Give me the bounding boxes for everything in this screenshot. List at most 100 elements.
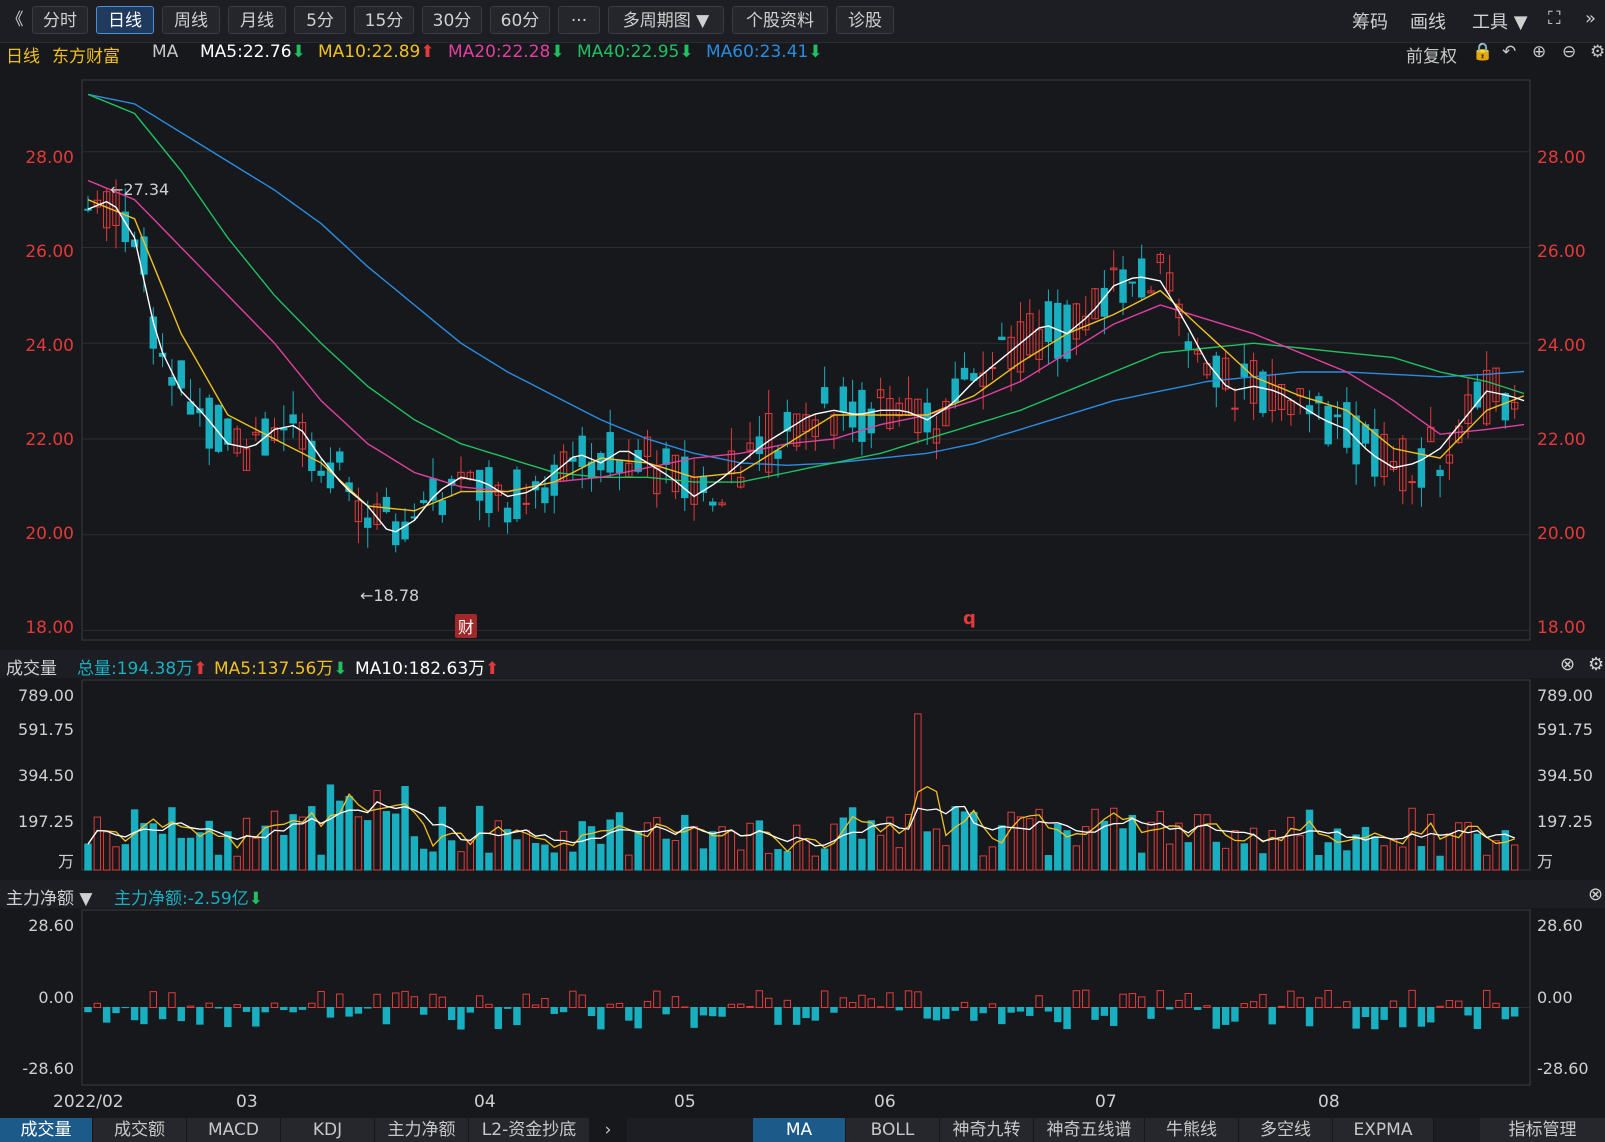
volume-bar: [811, 855, 820, 871]
tab-expma[interactable]: EXPMA: [1333, 1118, 1434, 1142]
tab-ma[interactable]: MA: [753, 1118, 846, 1142]
flow-bar: [345, 1007, 353, 1017]
candle-body: [336, 451, 344, 463]
tab-nine-turn[interactable]: 神奇九转: [940, 1118, 1034, 1142]
tab-main-flow[interactable]: 主力净额: [375, 1118, 469, 1142]
zoom-out-icon[interactable]: ⊖: [1562, 42, 1577, 62]
flow-bar: [224, 1007, 232, 1028]
settings-icon[interactable]: ⚙: [1590, 42, 1605, 62]
candle-body: [942, 400, 950, 427]
volume-bar: [681, 814, 689, 871]
tab-bull-bear[interactable]: 牛熊线: [1145, 1118, 1239, 1142]
ma-label[interactable]: MA: [152, 42, 179, 62]
undo-icon[interactable]: ↶: [1502, 42, 1517, 62]
volume-bar: [205, 820, 213, 871]
tab-five-line[interactable]: 神奇五线谱: [1034, 1118, 1145, 1142]
chevron-right-icon[interactable]: ›: [590, 1118, 627, 1142]
tab-monthly[interactable]: 月线: [228, 6, 286, 34]
volume-ma10: MA10:182.63万⬆: [355, 659, 500, 679]
flow-bar: [1016, 1007, 1025, 1012]
tab-l2-fund[interactable]: L2-资金抄底: [469, 1118, 590, 1142]
flow-bar: [1399, 1007, 1407, 1028]
volume-bar: [1044, 855, 1053, 871]
tab-kdj[interactable]: KDJ: [281, 1118, 375, 1142]
flow-bar: [1296, 997, 1304, 1008]
volume-bar: [1483, 854, 1491, 871]
more-periods-button[interactable]: ···: [558, 6, 600, 34]
zoom-in-icon[interactable]: ⊕: [1532, 42, 1547, 62]
price-panel-frame: [81, 79, 1531, 641]
candle-body: [522, 502, 530, 505]
q-marker[interactable]: q: [963, 608, 976, 629]
tab-5min[interactable]: 5分: [294, 6, 346, 34]
expand-icon[interactable]: ⛶: [1548, 8, 1561, 29]
volume-bar: [1259, 853, 1267, 871]
volume-ma-line: [87, 801, 1515, 847]
candle-body: [774, 450, 782, 459]
volume-bar: [587, 826, 596, 871]
tab-fenshi[interactable]: 分时: [32, 6, 88, 34]
stock-info-button[interactable]: 个股资料: [732, 6, 828, 34]
flow-bar: [1268, 1007, 1276, 1025]
back-button[interactable]: 《: [6, 10, 24, 30]
x-tick: 06: [874, 1092, 896, 1112]
volume-tick-left: 394.50: [18, 766, 74, 785]
candle-body: [867, 408, 875, 434]
volume-bar: [531, 842, 540, 871]
flow-title-dropdown[interactable]: 主力净额 ▼: [6, 889, 93, 909]
tab-60min[interactable]: 60分: [490, 6, 550, 34]
tab-30min[interactable]: 30分: [422, 6, 482, 34]
high-annotation: ←27.34: [110, 180, 170, 199]
volume-bar: [1165, 843, 1174, 871]
settings-icon[interactable]: ⚙: [1588, 654, 1605, 675]
diagnose-button[interactable]: 诊股: [836, 6, 894, 34]
close-icon[interactable]: ⊗: [1560, 654, 1576, 675]
flow-bar: [559, 1007, 568, 1013]
candle-body: [242, 448, 251, 471]
tab-turnover[interactable]: 成交额: [93, 1118, 187, 1142]
tab-15min[interactable]: 15分: [354, 6, 414, 34]
chip-button[interactable]: 筹码: [1352, 12, 1388, 33]
flow-bar: [820, 990, 829, 1008]
flow-bar: [718, 1007, 726, 1017]
tab-weekly[interactable]: 周线: [162, 6, 220, 34]
flow-bar: [382, 1007, 391, 1025]
draw-button[interactable]: 画线: [1410, 12, 1446, 33]
volume-bar: [224, 831, 232, 871]
fq-dropdown[interactable]: 前复权: [1406, 47, 1457, 67]
volume-bar: [904, 814, 913, 871]
tools-dropdown[interactable]: 工具 ▼: [1472, 12, 1528, 33]
price-tick-right: 18.00: [1537, 618, 1586, 638]
tab-volume[interactable]: 成交量: [0, 1118, 93, 1142]
flow-bar: [802, 1007, 810, 1019]
volume-bar: [177, 837, 185, 871]
candle-body: [1128, 281, 1137, 284]
flow-bar: [792, 1007, 801, 1025]
indicator-manage-button[interactable]: 指标管理: [1480, 1118, 1605, 1142]
tab-boll[interactable]: BOLL: [846, 1118, 940, 1142]
flow-bar: [587, 1007, 596, 1017]
flow-bar: [531, 1004, 540, 1008]
volume-bar: [1156, 810, 1165, 871]
price-tick-right: 26.00: [1537, 242, 1586, 262]
volume-bar: [1492, 840, 1500, 871]
candle-body: [541, 487, 549, 504]
close-icon[interactable]: ⊗: [1588, 884, 1604, 905]
volume-tick-left: 789.00: [18, 686, 74, 705]
lock-icon[interactable]: 🔒: [1472, 42, 1494, 62]
multi-period-dropdown[interactable]: 多周期图 ▼: [608, 6, 724, 34]
financial-report-badge[interactable]: 财: [455, 614, 478, 638]
ma-indicator-bar: 日线 东方财富 MA MA5:22.76⬇ MA10:22.89⬆ MA20:2…: [0, 42, 1605, 68]
tab-daily[interactable]: 日线: [96, 6, 154, 34]
volume-bar: [690, 825, 698, 871]
price-chart[interactable]: [0, 0, 1605, 1118]
tab-macd[interactable]: MACD: [187, 1118, 281, 1142]
flow-bar: [1175, 999, 1183, 1009]
tab-long-short[interactable]: 多空线: [1239, 1118, 1333, 1142]
volume-bar: [1072, 845, 1081, 871]
x-tick: 08: [1318, 1092, 1340, 1112]
candle-body: [998, 336, 1006, 341]
flow-bar: [727, 1003, 736, 1008]
volume-bar: [457, 851, 465, 871]
double-chevron-right-icon[interactable]: »: [1585, 8, 1597, 29]
